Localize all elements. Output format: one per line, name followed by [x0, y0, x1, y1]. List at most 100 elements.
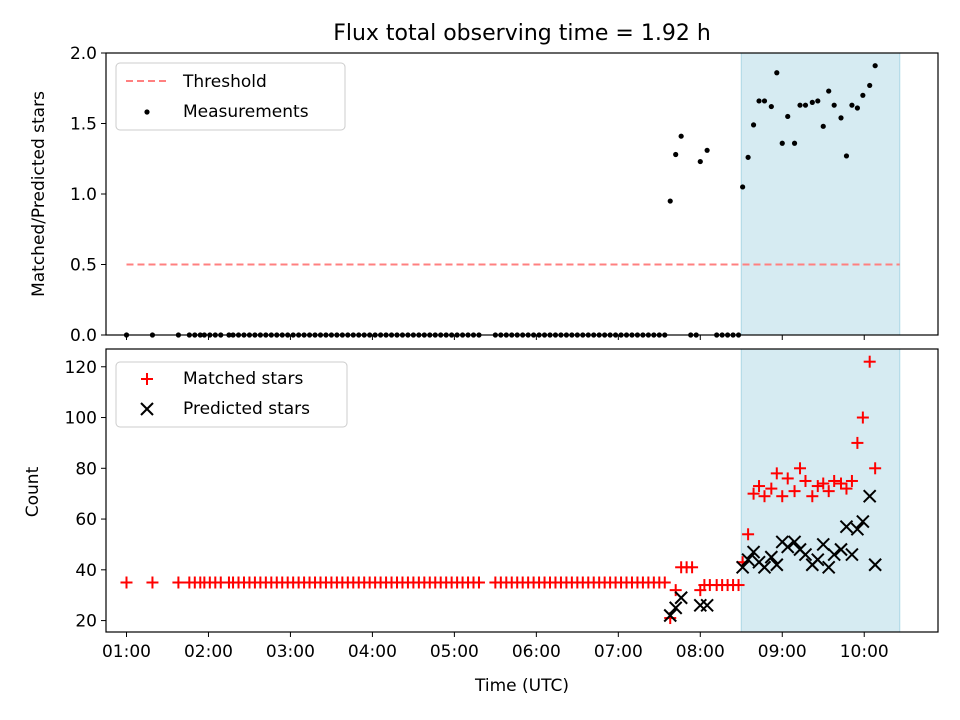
matched-star-marker	[799, 474, 812, 487]
measurement-point	[785, 113, 791, 120]
x-tick-label: 01:00	[102, 642, 151, 662]
x-axis-label: Time (UTC)	[474, 676, 569, 696]
matched-star-marker	[776, 490, 789, 503]
bottom-axes: 01:00 02:00 03:00 04:00 05:00 06:00 07:00 08:00…	[65, 348, 939, 662]
y-tick-label: 0.0	[70, 326, 97, 346]
matched-star-marker	[869, 462, 882, 475]
measurement-point	[774, 70, 780, 76]
top-y-axis-label: Matched/Predicted stars	[29, 91, 49, 297]
measurement-point	[849, 102, 855, 108]
legend-predicted-swatch	[140, 402, 154, 416]
marker-stroke	[839, 519, 854, 534]
bottom-highlight-span	[740, 349, 901, 632]
measurement-point	[872, 63, 878, 69]
marker-stroke	[868, 558, 882, 572]
matched-star-marker	[840, 482, 853, 495]
marker-stroke	[856, 514, 870, 529]
y-tick-label: 100	[65, 409, 97, 429]
matched-star-marker	[742, 528, 755, 541]
predicted-star-marker	[839, 519, 854, 534]
measurement-point	[860, 92, 866, 98]
matched-star-marker	[686, 561, 699, 574]
predicted-star-marker	[770, 558, 784, 572]
y-tick-label: 2.0	[70, 44, 97, 64]
matched-star-marker	[146, 576, 159, 589]
measurement-points	[123, 63, 878, 338]
measurement-point	[704, 147, 710, 153]
marker-stroke	[757, 560, 772, 574]
predicted-star-marker	[764, 550, 779, 564]
matched-star-marker	[781, 472, 794, 485]
measurement-point	[673, 151, 679, 158]
matched-star-marker	[822, 485, 835, 498]
marker-stroke	[827, 547, 841, 562]
marker-stroke	[700, 598, 714, 613]
marker-stroke	[781, 540, 795, 554]
measurement-point	[761, 98, 768, 104]
predicted-star-marker	[781, 540, 795, 554]
predicted-star-marker	[850, 522, 865, 536]
predicted-star-marker	[862, 489, 877, 503]
measurement-point	[843, 153, 850, 159]
legend-measurements-swatch	[144, 109, 150, 115]
bottom-panel: 01:00 02:00 03:00 04:00 05:00 06:00 07:00 08:00…	[23, 348, 939, 696]
marker-stroke	[816, 537, 830, 552]
measurement-point	[756, 98, 762, 104]
marker-stroke	[663, 608, 677, 623]
top-legend-box	[115, 62, 346, 131]
measurement-point	[791, 140, 798, 146]
marker-stroke	[850, 522, 865, 536]
measurement-point	[779, 140, 785, 146]
measurement-point	[826, 88, 832, 94]
matched-star-marker	[758, 490, 771, 503]
matched-star-marker	[472, 576, 485, 589]
legend-measurements-label: Measurements	[183, 102, 309, 122]
predicted-star-marker	[816, 537, 830, 552]
top-panel: 0.00.51.01.52.0 Matched/Predicted stars …	[29, 44, 939, 346]
legend-threshold-label: Threshold	[182, 72, 267, 92]
matched-star-marker	[811, 480, 824, 493]
top-axes: 0.0 0.5 1.0 1.5 2.0	[70, 44, 939, 346]
predicted-star-marker	[787, 535, 802, 549]
matched-star-marker	[817, 477, 830, 490]
measurement-point	[678, 133, 684, 139]
measurement-point	[802, 102, 809, 108]
top-legend: Threshold Measurements	[115, 62, 346, 131]
x-tick-label: 09:00	[758, 642, 807, 662]
measurement-point	[820, 123, 826, 129]
matched-star-marker	[172, 576, 185, 589]
y-tick-label: 20	[75, 612, 97, 632]
marker-stroke	[764, 550, 779, 564]
bottom-legend: Matched stars Predicted stars	[115, 361, 348, 428]
predicted-star-marker	[757, 560, 772, 574]
marker-stroke	[862, 489, 877, 503]
marker-stroke	[746, 545, 761, 559]
y-tick-label: 0.5	[70, 256, 97, 276]
measurement-point	[797, 102, 803, 108]
matched-star-marker	[845, 474, 858, 487]
predicted-star-marker	[663, 608, 677, 623]
matched-star-marker	[669, 584, 682, 597]
matched-stars-points	[120, 355, 882, 625]
top-highlight-span	[740, 53, 901, 335]
measurement-point	[809, 99, 815, 105]
marker-stroke	[668, 601, 683, 615]
predicted-star-marker	[827, 547, 841, 562]
measurement-point	[768, 103, 774, 110]
measurement-point	[697, 158, 703, 165]
measurement-point	[667, 198, 673, 204]
predicted-star-marker	[811, 552, 825, 567]
matched-star-marker	[765, 482, 778, 495]
legend-matched-swatch	[141, 373, 153, 385]
x-tick-label: 10:00	[840, 642, 889, 662]
matched-star-marker	[863, 355, 876, 368]
y-tick-label: 40	[75, 561, 97, 581]
highlight-span-fill	[741, 349, 900, 632]
marker-stroke	[741, 552, 755, 567]
y-tick-label: 120	[65, 358, 97, 378]
matched-star-marker	[835, 477, 848, 490]
legend-matched-label: Matched stars	[183, 369, 303, 389]
matched-star-marker	[856, 411, 869, 424]
matched-star-marker	[851, 436, 864, 449]
predicted-star-marker	[668, 601, 683, 615]
